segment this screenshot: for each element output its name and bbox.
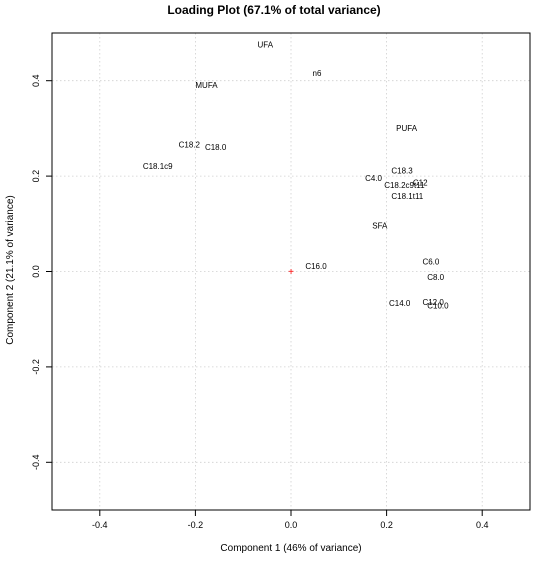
- y-tick-label: 0.2: [31, 170, 41, 183]
- point-label: C6.0: [422, 257, 439, 266]
- point-label: SFA: [372, 222, 388, 231]
- point-label: C10.0: [427, 302, 449, 311]
- chart-title: Loading Plot (67.1% of total variance): [167, 3, 380, 17]
- point-label: C16.0: [305, 262, 327, 271]
- point-label: C18.2c9t11: [384, 181, 425, 190]
- y-tick-label: -0.2: [31, 359, 41, 375]
- point-label: UFA: [258, 40, 274, 49]
- y-tick-label: -0.4: [31, 455, 41, 471]
- y-tick-label: 0.4: [31, 74, 41, 87]
- point-label: C14.0: [389, 299, 411, 308]
- point-label: C18.2: [179, 140, 201, 149]
- origin-marker: +: [288, 267, 294, 278]
- point-label: C18.1t11: [391, 192, 423, 201]
- point-label: C12.0: [422, 298, 444, 307]
- point-label: C12: [413, 179, 428, 188]
- y-axis-title: Component 2 (21.1% of variance): [5, 195, 16, 345]
- point-label: C4.0: [365, 174, 382, 183]
- y-tick-label: 0.0: [31, 265, 41, 278]
- x-tick-label: 0.0: [285, 520, 298, 530]
- point-label: C18.1c9: [143, 162, 173, 171]
- x-tick-label: 0.4: [476, 520, 489, 530]
- point-label: C8.0: [427, 273, 444, 282]
- x-tick-label: -0.4: [92, 520, 108, 530]
- point-label: n6: [313, 69, 322, 78]
- x-tick-label: 0.2: [380, 520, 393, 530]
- x-axis-title: Component 1 (46% of variance): [220, 543, 361, 554]
- x-tick-label: -0.2: [188, 520, 204, 530]
- point-label: C18.0: [205, 143, 227, 152]
- point-label: PUFA: [396, 124, 418, 133]
- axis-ticks: -0.4 -0.2 0.0 0.2 0.4 -0.4 -0.2 0.0 0.2 0.4: [31, 74, 488, 530]
- point-label: C18.3: [391, 167, 413, 176]
- point-label: MUFA: [195, 81, 218, 90]
